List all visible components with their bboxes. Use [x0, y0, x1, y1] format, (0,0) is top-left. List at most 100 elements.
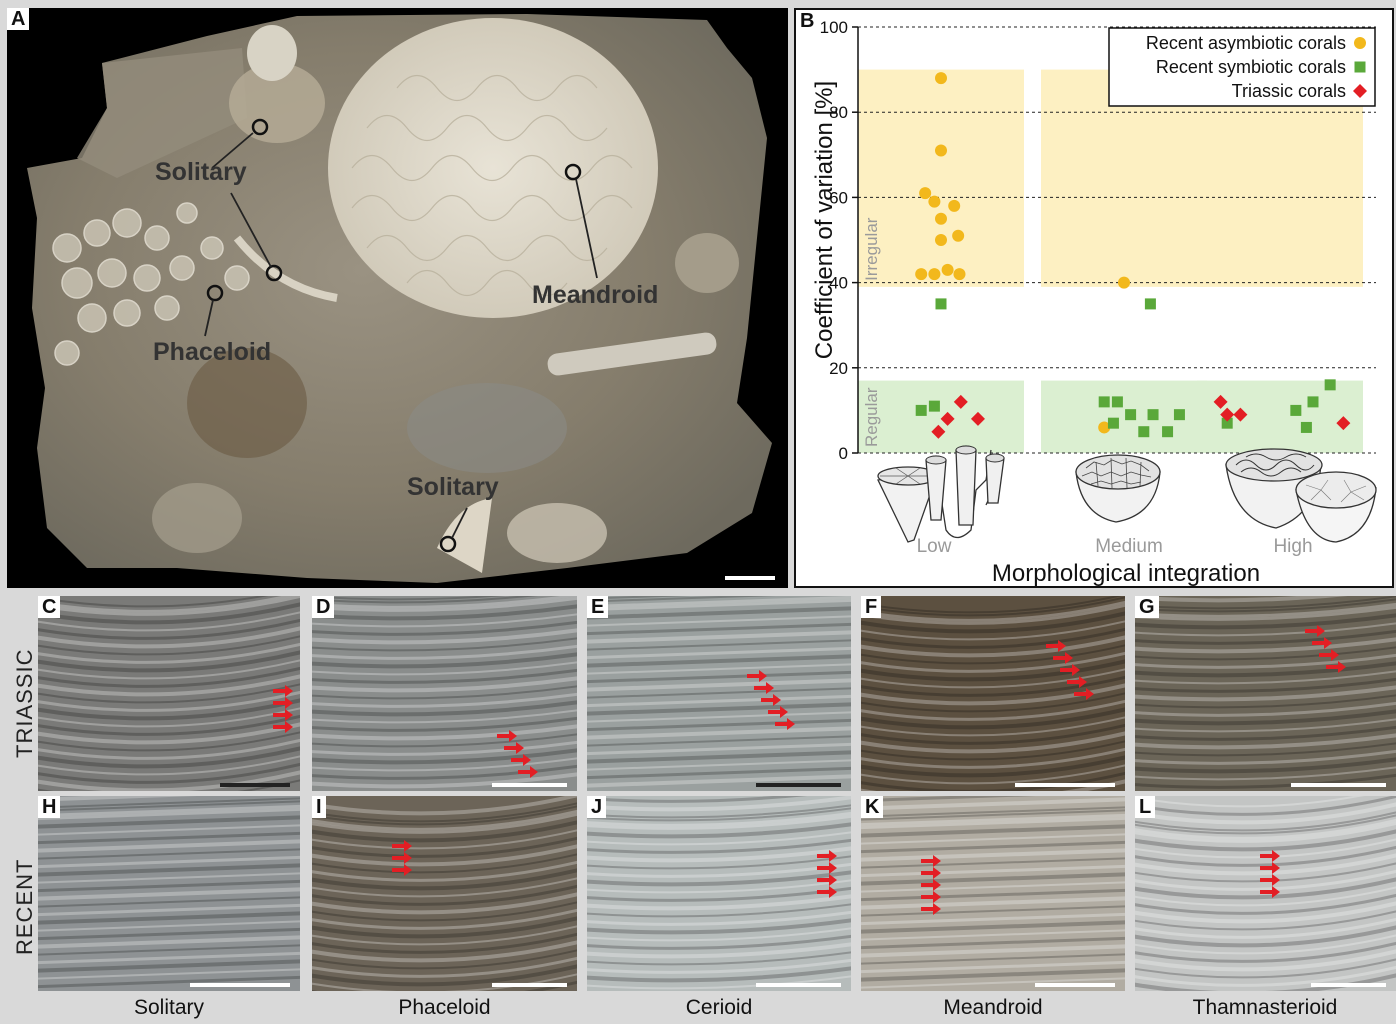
micrograph-panel-e: E [587, 596, 851, 791]
coral-slab-photo [27, 14, 775, 583]
column-label-meandroid: Meandroid [943, 996, 1043, 1019]
phaceloid-coral-illustration [925, 445, 1005, 539]
data-point-circle [935, 234, 947, 246]
column-label-phaceloid: Phaceloid [398, 996, 491, 1019]
micrograph-label-c: C [38, 596, 61, 618]
red-arrow-icon [921, 855, 941, 867]
red-arrow-icon [504, 742, 524, 754]
annotation-solitary-top: Solitary [155, 158, 247, 186]
micrograph-panel-j: J [587, 796, 851, 991]
micrograph-texture [861, 796, 1125, 989]
data-point-diamond [1220, 407, 1235, 422]
scale-bar [1311, 983, 1386, 987]
panel-a-photograph: A Solitary Phaceloid Meandroid Solitary [7, 8, 788, 588]
micrograph-label-e: E [587, 596, 609, 618]
column-label-solitary: Solitary [133, 996, 205, 1019]
micrograph-texture [312, 796, 577, 991]
red-arrow-icon [775, 718, 795, 730]
red-arrow-icon [1067, 676, 1087, 688]
annotation-meandroid: Meandroid [532, 281, 659, 309]
data-point-circle [1118, 276, 1130, 289]
data-point-square [1098, 396, 1110, 408]
red-arrow-icon [1060, 664, 1080, 676]
micrograph-texture [1135, 796, 1396, 991]
red-arrow-icon [817, 862, 837, 874]
column-label-thamnasterioid: Thamnasterioid [1192, 996, 1338, 1019]
x-tick-label-low: Low [917, 536, 952, 557]
micrograph-label-j: J [587, 796, 607, 818]
meandroid-colony [328, 18, 658, 318]
red-arrow-icon [518, 766, 538, 778]
micrograph-texture [1135, 596, 1396, 789]
data-point-circle [928, 268, 941, 281]
red-arrow-icon [1053, 652, 1073, 664]
y-axis-label: Coefficient of variation [%] [811, 81, 838, 359]
data-point-diamond [1336, 416, 1351, 431]
red-arrow-icon [511, 754, 531, 766]
y-tick-label-20: 20 [829, 359, 848, 378]
micrograph-label-g: G [1135, 596, 1159, 618]
micrograph-texture [861, 596, 1125, 791]
solitary-coral-illustration [877, 466, 939, 543]
red-arrow-icon [921, 891, 941, 903]
scale-bar [725, 576, 775, 580]
legend-box [1108, 27, 1376, 107]
data-point-square [1324, 379, 1336, 391]
y-tick-label-40: 40 [829, 274, 848, 293]
scale-bar [1291, 783, 1386, 787]
red-arrow-icon [1319, 649, 1339, 661]
y-tick-label-100: 100 [820, 18, 848, 37]
micrograph-panel-i: I [312, 796, 577, 991]
data-point-diamond [1233, 407, 1248, 422]
data-point-square [935, 298, 947, 310]
panel-b-chart: B Irregular Regular 0 20 40 60 80 100 Low Medium… [794, 8, 1394, 588]
scale-bar [220, 783, 290, 787]
red-arrow-icon [747, 670, 767, 682]
data-point-diamond [953, 394, 968, 409]
red-arrow-icon [273, 685, 293, 697]
data-point-square [1144, 298, 1156, 310]
marker-solitary-top [251, 118, 269, 136]
legend-marker-diamond [1353, 84, 1367, 98]
red-arrow-icon [817, 850, 837, 862]
data-point-circle [935, 212, 947, 225]
red-arrow-icon [497, 730, 517, 742]
data-point-diamond [970, 411, 985, 426]
data-point-square [1300, 421, 1312, 433]
micrograph-texture [38, 596, 300, 791]
band-label-regular: Regular [862, 387, 881, 447]
micrograph-label-l: L [1135, 796, 1156, 818]
data-point-circle [915, 268, 928, 281]
data-point-square [1125, 409, 1137, 421]
data-point-circle [935, 144, 947, 157]
scale-bar [756, 983, 841, 987]
thamnasterioid-coral-illustration [1295, 471, 1377, 543]
y-tick-label-80: 80 [829, 103, 848, 122]
legend-entry-square: Recent symbiotic corals [1156, 57, 1346, 77]
red-arrow-icon [921, 879, 941, 891]
row-label-recent: RECENT [12, 858, 37, 955]
panel-a-label: A [7, 8, 30, 30]
annotation-solitary-bottom: Solitary [407, 473, 499, 501]
micrograph-texture [587, 596, 851, 788]
annotation-phaceloid: Phaceloid [153, 338, 272, 366]
data-point-square [1290, 404, 1302, 416]
data-point-circle [941, 263, 954, 276]
micrograph-label-i: I [312, 796, 326, 818]
data-point-square [915, 404, 927, 416]
micrograph-texture [38, 796, 300, 989]
red-arrow-icon [921, 903, 941, 915]
data-point-square [1147, 409, 1159, 421]
data-point-diamond [1213, 394, 1228, 409]
band-regular-low [858, 380, 1024, 453]
legend-marker-circle [1354, 37, 1366, 49]
marker-solitary-mid [265, 264, 283, 282]
data-point-circle [1098, 421, 1111, 434]
red-arrow-icon [1074, 688, 1094, 700]
scale-bar [190, 983, 290, 987]
red-arrow-icon [768, 706, 788, 718]
legend-entry-circle: Recent asymbiotic corals [1146, 33, 1346, 53]
data-point-square [1221, 417, 1233, 429]
red-arrow-icon [761, 694, 781, 706]
red-arrow-icon [1305, 625, 1325, 637]
